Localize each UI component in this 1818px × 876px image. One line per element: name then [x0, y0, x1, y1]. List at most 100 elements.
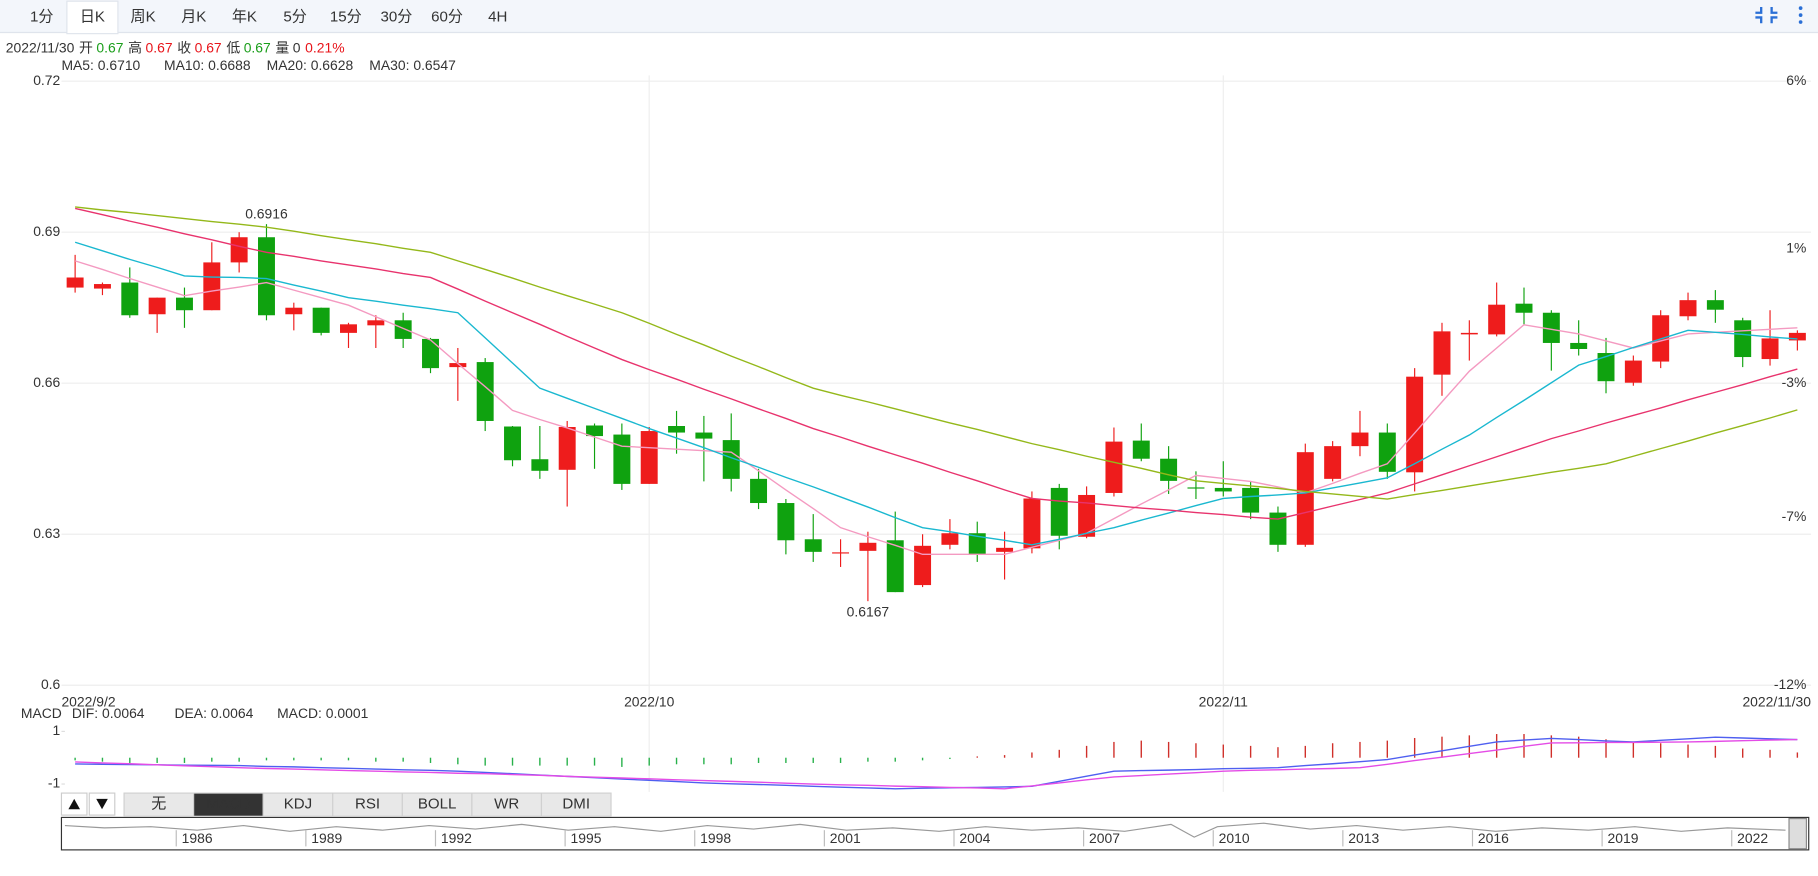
quote-value: 0 — [293, 39, 301, 55]
macd-line — [75, 738, 1798, 790]
active-tab-bg — [66, 0, 119, 35]
x-tick-label: 2022/10 — [624, 693, 675, 709]
candle-body — [968, 533, 986, 555]
quote-value: 0.67 — [244, 39, 271, 55]
fullscreen-icon[interactable] — [1755, 6, 1778, 24]
candle-body — [832, 552, 850, 554]
candle-body — [148, 297, 166, 315]
period-tab[interactable]: 1分 — [30, 8, 53, 25]
period-tab[interactable]: 年K — [232, 8, 257, 25]
candle-body — [1105, 441, 1123, 493]
candle-body — [1406, 376, 1424, 473]
candle-body — [312, 307, 330, 333]
indicator-tab[interactable]: 无 — [151, 796, 166, 813]
candle-body — [668, 426, 686, 433]
candle-body — [1296, 452, 1314, 545]
candle-body — [695, 432, 713, 439]
legend-entry: MA20: 0.6628 — [267, 57, 354, 73]
y-tick-label: 0.63 — [33, 525, 60, 541]
navigator-year: 2004 — [959, 830, 990, 846]
candle-body — [941, 533, 959, 545]
candle-body — [449, 363, 467, 368]
candle-body — [1460, 332, 1478, 335]
period-tab[interactable]: 月K — [181, 8, 206, 25]
x-tick-label: 2022/9/2 — [61, 693, 115, 709]
navigator-year: 1986 — [182, 830, 213, 846]
period-tab[interactable]: 5分 — [283, 8, 306, 25]
navigator-year: 1998 — [700, 830, 731, 846]
legend-entry: MACD: 0.0001 — [277, 705, 368, 721]
period-tab[interactable]: 15分 — [330, 8, 362, 25]
candle-body — [1542, 312, 1560, 343]
navigator-year: 2022 — [1737, 830, 1768, 846]
candle-body — [1761, 338, 1779, 360]
icon-dot — [1798, 13, 1803, 17]
candle-body — [613, 434, 631, 484]
navigator-handle[interactable] — [1788, 818, 1807, 850]
navigator-year: 2010 — [1219, 830, 1250, 846]
indicator-tab[interactable]: MACD — [206, 796, 250, 813]
candle-body — [367, 320, 385, 326]
indicator-tab[interactable]: BOLL — [418, 796, 457, 813]
navigator-year: 1989 — [311, 830, 342, 846]
scroll-buttons — [60, 792, 116, 816]
indicator-tab[interactable]: DMI — [562, 796, 590, 813]
indicator-tab[interactable]: WR — [494, 796, 519, 813]
y-tick-label: 0.66 — [33, 374, 60, 390]
candle-body — [1050, 487, 1068, 536]
candle-body — [1242, 487, 1260, 513]
ma-line — [74, 207, 1798, 520]
up-arrow — [68, 798, 81, 810]
candle-body — [1324, 446, 1342, 479]
quote-label: 低 — [226, 39, 240, 55]
candle-body — [1269, 512, 1287, 545]
navigator-year: 1992 — [441, 830, 472, 846]
menu-icon[interactable] — [1798, 6, 1803, 24]
candle-body — [258, 237, 275, 316]
candle-body — [1734, 320, 1752, 358]
candle-body — [1570, 342, 1588, 349]
candle-body — [1706, 300, 1724, 310]
candle-body — [1187, 487, 1205, 489]
legend-entry: DEA: 0.0064 — [174, 705, 253, 721]
candle-body — [1515, 303, 1533, 313]
y-tick-label: 0.6 — [41, 676, 61, 692]
y-tick-label: -1 — [48, 775, 61, 791]
legend-entry: MA30: 0.6547 — [369, 57, 456, 73]
extreme-label: 0.6916 — [245, 206, 288, 222]
legend-entry: MA5: 0.6710 — [61, 57, 140, 73]
y-tick-label: 0.69 — [33, 223, 60, 239]
ma-line — [74, 260, 1798, 556]
period-tab[interactable]: 60分 — [431, 8, 463, 25]
candle-body — [121, 282, 139, 316]
period-tab[interactable]: 周K — [131, 8, 156, 25]
candle-body — [1378, 432, 1396, 472]
quote-value: 0.67 — [96, 39, 123, 55]
indicator-tab[interactable]: RSI — [355, 796, 380, 813]
quote-change: 0.21% — [305, 39, 344, 55]
candle-body — [531, 459, 549, 471]
candle-body — [1078, 494, 1096, 537]
candle-body — [1679, 300, 1697, 317]
candle-body — [1023, 498, 1041, 549]
indicator-tab[interactable]: KDJ — [284, 796, 312, 813]
down-arrow — [96, 798, 108, 810]
y2-tick-label: 1% — [1786, 240, 1806, 256]
panel-title: MACD — [21, 705, 62, 721]
period-tab[interactable]: 30分 — [380, 8, 412, 25]
candle-body — [175, 297, 193, 311]
candle-body — [914, 545, 932, 586]
x-tick-label: 2022/11/30 — [1742, 693, 1811, 709]
period-tab[interactable]: 4H — [488, 8, 507, 25]
icon-dot — [1798, 6, 1803, 10]
candle-body — [504, 426, 521, 461]
x-tick-label: 2022/11 — [1199, 693, 1249, 709]
candle-body — [804, 539, 822, 552]
candle-body — [1624, 360, 1642, 383]
candle-body — [859, 542, 877, 551]
quote-label: 开 — [79, 39, 93, 55]
candle-body — [203, 262, 221, 311]
period-tab[interactable]: 日K — [80, 8, 105, 25]
